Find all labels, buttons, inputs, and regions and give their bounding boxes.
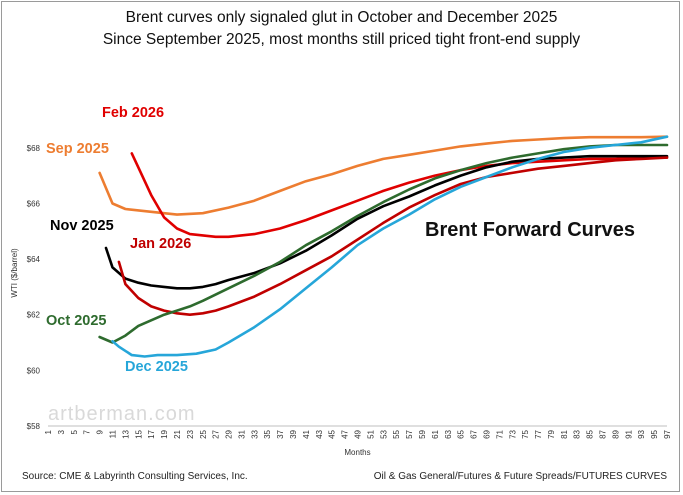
x-tick-label: 9 <box>96 429 105 434</box>
x-tick-label: 55 <box>392 429 401 438</box>
x-tick-label: 7 <box>83 429 92 434</box>
x-tick-label: 75 <box>521 429 530 438</box>
x-tick-label: 37 <box>276 429 285 438</box>
x-tick-label: 63 <box>444 429 453 438</box>
series-line-nov-2025 <box>104 154 669 290</box>
x-tick-label: 17 <box>147 429 156 438</box>
y-tick-label: $58 <box>27 422 41 431</box>
x-tick-label: 61 <box>431 429 440 438</box>
x-tick-label: 59 <box>418 429 427 438</box>
x-tick-label: 23 <box>186 429 195 438</box>
x-tick-label: 43 <box>315 429 324 438</box>
y-tick-label: $60 <box>27 366 41 375</box>
x-tick-label: 41 <box>302 429 311 438</box>
x-tick-label: 31 <box>237 429 246 438</box>
x-tick-label: 67 <box>470 429 479 438</box>
x-tick-label: 73 <box>508 429 517 438</box>
chart-annotation: Brent Forward Curves <box>425 219 635 241</box>
series-line-oct-2025 <box>98 143 669 344</box>
y-tick-label: $66 <box>27 199 41 208</box>
chart-title: Brent curves only signaled glut in Octob… <box>125 9 558 26</box>
x-tick-label: 91 <box>624 429 633 438</box>
series-line-feb-2026 <box>130 152 669 239</box>
x-tick-label: 79 <box>547 429 556 438</box>
x-tick-label: 95 <box>650 429 659 438</box>
x-tick-label: 53 <box>379 429 388 438</box>
x-tick-label: 51 <box>366 429 375 438</box>
x-tick-label: 65 <box>457 429 466 438</box>
x-tick-label: 33 <box>250 429 259 438</box>
series-label-sep-2025: Sep 2025 <box>46 141 109 157</box>
x-tick-label: 97 <box>663 429 672 438</box>
x-axis-title: Months <box>344 448 370 457</box>
x-tick-label: 71 <box>495 429 504 438</box>
x-tick-label: 69 <box>482 429 491 438</box>
x-tick-label: 81 <box>560 429 569 438</box>
x-tick-label: 47 <box>341 429 350 438</box>
source-note: Source: CME & Labyrinth Consulting Servi… <box>22 471 248 482</box>
file-path-note: Oil & Gas General/Futures & Future Sprea… <box>373 471 667 482</box>
x-tick-label: 87 <box>599 429 608 438</box>
y-tick-label: $62 <box>27 311 41 320</box>
x-tick-label: 57 <box>405 429 414 438</box>
y-tick-label: $68 <box>27 144 41 153</box>
series-line-dec-2025 <box>111 135 669 358</box>
y-axis-title: WTI ($/barrel) <box>10 248 19 298</box>
x-tick-label: 35 <box>263 429 272 438</box>
series-line-jan-2026 <box>117 156 669 317</box>
x-tick-label: 93 <box>637 429 646 438</box>
x-tick-label: 21 <box>173 429 182 438</box>
x-tick-label: 19 <box>160 429 169 438</box>
chart-subtitle: Since September 2025, most months still … <box>102 31 581 48</box>
x-tick-label: 85 <box>586 429 595 438</box>
series-label-oct-2025: Oct 2025 <box>46 313 106 329</box>
x-tick-label: 83 <box>573 429 582 438</box>
x-tick-label: 3 <box>57 429 66 434</box>
series-label-jan-2026: Jan 2026 <box>130 236 191 252</box>
x-tick-label: 1 <box>44 429 53 434</box>
watermark: artberman.com <box>48 403 196 425</box>
x-tick-label: 25 <box>199 429 208 438</box>
x-tick-label: 77 <box>534 429 543 438</box>
x-tick-label: 89 <box>611 429 620 438</box>
x-tick-label: 29 <box>225 429 234 438</box>
x-tick-label: 5 <box>70 429 79 434</box>
x-tick-label: 11 <box>108 429 117 438</box>
x-tick-label: 15 <box>134 429 143 438</box>
series-label-feb-2026: Feb 2026 <box>102 105 164 121</box>
x-tick-label: 39 <box>289 429 298 438</box>
x-tick-label: 13 <box>121 429 130 438</box>
series-line-sep-2025 <box>98 135 669 216</box>
x-tick-label: 49 <box>354 429 363 438</box>
x-tick-label: 27 <box>212 429 221 438</box>
x-tick-label: 45 <box>328 429 337 438</box>
y-tick-label: $64 <box>27 255 41 264</box>
series-label-nov-2025: Nov 2025 <box>50 218 114 234</box>
series-label-dec-2025: Dec 2025 <box>125 359 188 375</box>
